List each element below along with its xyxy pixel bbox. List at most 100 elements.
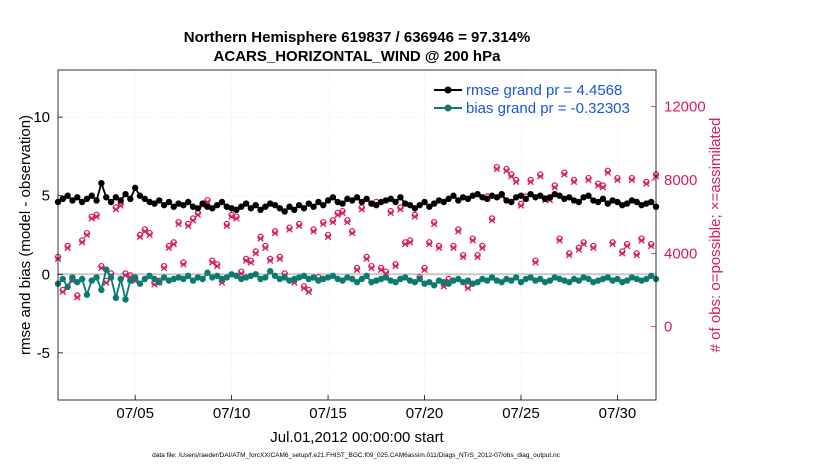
plot-frame (57, 69, 657, 401)
obs-assimilated-point (536, 173, 544, 180)
rmse-point (112, 194, 120, 201)
obs-assimilated-point (392, 262, 399, 270)
rmse-point (305, 200, 312, 207)
rmse-point (421, 198, 428, 206)
rmse-point (78, 198, 86, 206)
bias-point (199, 275, 206, 283)
rmse-point (344, 195, 351, 203)
rmse-point (594, 198, 602, 206)
bias-point (402, 274, 409, 281)
obs-assimilated-point (242, 257, 250, 264)
rmse-point (479, 194, 486, 201)
obs-assimilated-point (565, 251, 573, 259)
bias-point (122, 296, 129, 303)
rmse-point (512, 194, 520, 201)
obs-assimilated-point (358, 206, 366, 213)
obs-assimilated-point (334, 211, 341, 219)
rmse-point (464, 195, 472, 203)
obs-assimilated-point (257, 235, 264, 242)
bias-point (112, 294, 120, 302)
rmse-point (445, 195, 452, 203)
bias-point (291, 275, 298, 283)
rmse-point (64, 192, 71, 199)
bias-point (131, 274, 139, 281)
rmse-point (532, 194, 539, 201)
obs-assimilated-point (474, 253, 481, 261)
bias-point (238, 275, 245, 283)
bias-point (599, 275, 607, 283)
obs-assimilated-point (112, 206, 120, 213)
y-right-axis-ticks: 0 4000 8000 12000 (651, 99, 706, 336)
bias-point (175, 274, 182, 281)
rmse-point (204, 203, 211, 210)
obs-assimilated-point (117, 202, 124, 209)
plot-area (58, 70, 656, 400)
bias-point (262, 274, 269, 281)
bias-point (638, 277, 645, 284)
obs-assimilated-point (300, 284, 308, 292)
bias-point (165, 277, 173, 284)
obs-assimilated-point (551, 184, 558, 191)
bias-point (281, 274, 288, 281)
rmse-point (556, 192, 563, 199)
bias-point (609, 277, 616, 284)
obs-assimilated-point (165, 244, 173, 252)
y-left-tick-label: 5 (42, 188, 50, 205)
rmse-point (218, 198, 226, 206)
rmse-point (262, 203, 269, 210)
bias-point (488, 274, 496, 281)
obs-assimilated-point (527, 178, 534, 186)
bias-point (541, 278, 549, 286)
obs-assimilated-point (401, 240, 409, 248)
rmse-point (286, 203, 293, 210)
x-tick-label: 07/20 (406, 405, 444, 422)
bias-point (464, 277, 472, 284)
obs-assimilated-point (141, 228, 149, 235)
obs-assimilated-point (262, 244, 269, 252)
legend-bias-text: bias grand pr = -0.32303 (466, 100, 630, 117)
obs-assimilated-point (609, 240, 616, 248)
obs-assimilated-point (585, 176, 592, 184)
rmse-point (74, 194, 81, 201)
x-tick-label: 07/25 (502, 405, 540, 422)
rmse-point (517, 192, 525, 199)
rmse-point (151, 200, 158, 207)
obs-assimilated-point (479, 244, 486, 252)
bias-point (310, 274, 317, 281)
rmse-point (127, 195, 134, 203)
obs-assimilated-point (209, 259, 216, 266)
y-left-axis-ticks: -5 0 5 10 (33, 109, 63, 362)
obs-assimilated-point (286, 226, 293, 233)
obs-assimilated-point (628, 176, 636, 184)
bias-point (368, 278, 375, 286)
rmse-point (643, 200, 650, 207)
obs-assimilated-point (450, 244, 457, 252)
obs-assimilated-point (194, 211, 202, 219)
obs-assimilated-point (590, 244, 597, 252)
rmse-point (387, 195, 394, 203)
obs-assimilated-point (517, 202, 525, 209)
rmse-point (647, 198, 655, 206)
rmse-point (406, 201, 414, 209)
bias-point (570, 275, 578, 283)
bias-point (604, 274, 611, 281)
rmse-point (209, 205, 216, 212)
rmse-point (522, 195, 529, 203)
obs-assimilated-point (430, 220, 438, 228)
bias-point (266, 267, 274, 275)
bias-point (430, 282, 438, 289)
rmse-point (146, 198, 153, 206)
rmse-point (228, 205, 235, 212)
obs-assimilated-point (411, 213, 419, 220)
rmse-point (334, 198, 341, 206)
obs-assimilated-point (348, 229, 356, 237)
bias-point (170, 275, 177, 283)
rmse-point (459, 194, 467, 201)
rmse-point (175, 200, 182, 207)
bias-point (223, 274, 230, 281)
rmse-point (527, 190, 534, 198)
bias-point (315, 277, 322, 284)
obs-assimilated-point (271, 229, 279, 237)
obs-assimilated-point (180, 261, 187, 268)
rmse-point (392, 198, 399, 206)
